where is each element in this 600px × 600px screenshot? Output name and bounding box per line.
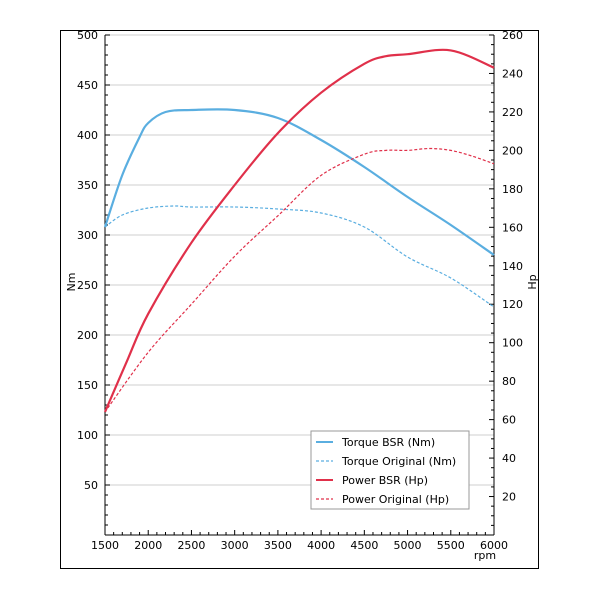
y-right-tick-label: 40: [502, 452, 516, 465]
x-tick-label: 5500: [437, 539, 465, 552]
y-right-tick-label: 20: [502, 491, 516, 504]
y-right-tick-label: 80: [502, 375, 516, 388]
y-right-tick-label: 220: [502, 106, 523, 119]
x-tick-label: 2500: [177, 539, 205, 552]
y-left-tick-label: 300: [77, 229, 98, 242]
grid: [105, 34, 494, 486]
legend-label-3: Power Original (Hp): [342, 493, 449, 506]
y-right-tick-label: 180: [502, 183, 523, 196]
y-axis-right-label: Hp: [526, 274, 539, 289]
y-left-tick-label: 50: [84, 479, 98, 492]
x-tick-label: 5000: [394, 539, 422, 552]
y-left-tick-label: 150: [77, 379, 98, 392]
legend-label-0: Torque BSR (Nm): [341, 436, 435, 449]
chart-frame: [60, 30, 539, 569]
y-right-tick-label: 140: [502, 260, 523, 273]
legend-label-1: Torque Original (Nm): [341, 455, 456, 468]
x-tick-label: 3500: [264, 539, 292, 552]
y-left-tick-label: 100: [77, 429, 98, 442]
x-tick-label: 4000: [307, 539, 335, 552]
legend-box: [310, 430, 470, 510]
y-right-tick-label: 240: [502, 67, 523, 80]
y-axis-left-label: Nm: [65, 273, 78, 292]
axes: [104, 34, 495, 536]
y-right-tick-label: 260: [502, 29, 523, 42]
x-tick-label: 3000: [221, 539, 249, 552]
y-right-tick-label: 100: [502, 337, 523, 350]
series-lines: [103, 48, 495, 413]
y-right-tick-label: 120: [502, 298, 523, 311]
series-line-2: [103, 48, 495, 413]
y-left-tick-label: 500: [77, 29, 98, 42]
x-tick-label: 1500: [91, 539, 119, 552]
tick-labels: 1500 2000 2500 3000 3500 4000 4500 5000 5500 6000…: [77, 29, 523, 552]
series-line-0: [103, 108, 495, 256]
y-left-tick-label: 350: [77, 179, 98, 192]
y-left-tick-label: 200: [77, 329, 98, 342]
x-tick-label: 6000: [480, 539, 508, 552]
legend: Torque BSR (Nm) Torque Original (Nm) Power…: [310, 430, 470, 510]
y-left-tick-label: 250: [77, 279, 98, 292]
x-tick-label: 2000: [134, 539, 162, 552]
legend-label-2: Power BSR (Hp): [342, 474, 428, 487]
y-left-tick-label: 450: [77, 79, 98, 92]
series-line-3: [104, 147, 495, 413]
y-right-tick-label: 200: [502, 144, 523, 157]
y-right-tick-label: 60: [502, 414, 516, 427]
x-axis-label: rpm: [474, 549, 496, 562]
x-tick-label: 4500: [350, 539, 378, 552]
y-left-tick-label: 400: [77, 129, 98, 142]
y-right-tick-label: 160: [502, 221, 523, 234]
series-line-1: [104, 205, 495, 308]
